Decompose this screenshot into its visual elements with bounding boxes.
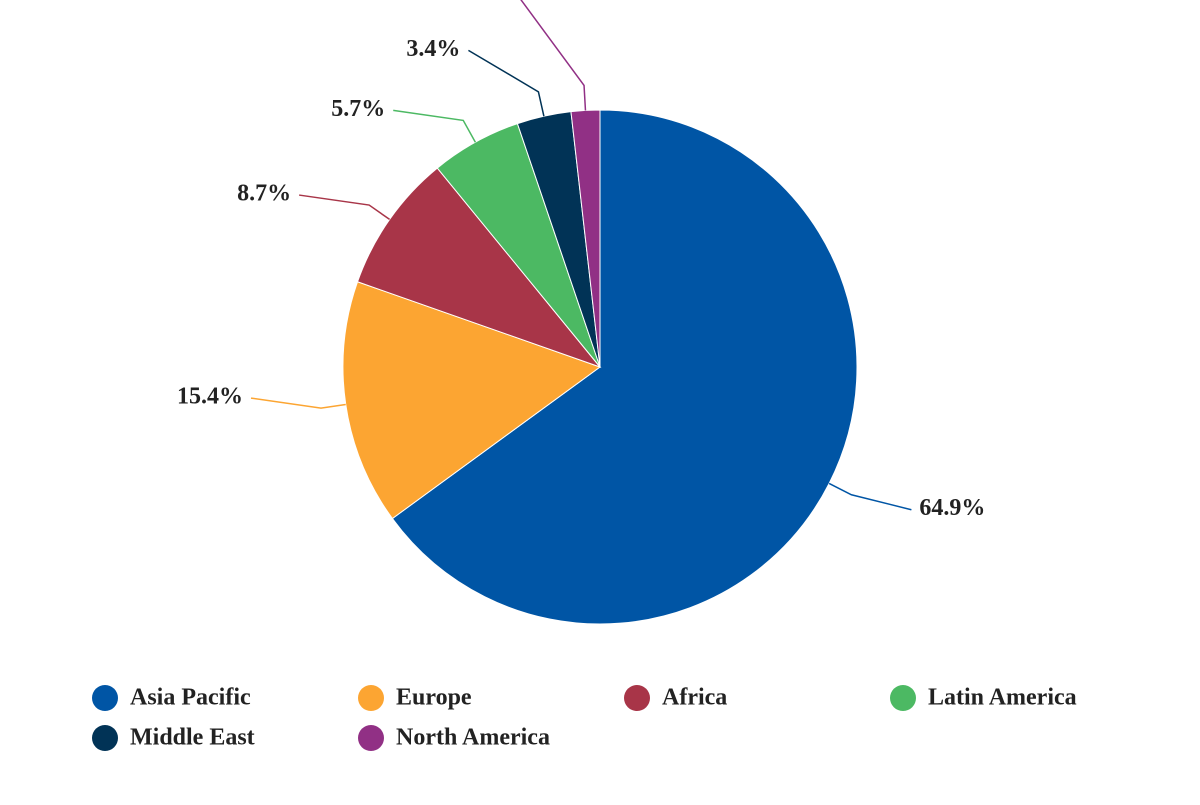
data-label: 8.7% xyxy=(237,181,291,207)
legend-marker xyxy=(358,685,384,711)
leader-line xyxy=(299,194,391,221)
data-label: 3.4% xyxy=(406,36,460,62)
legend-marker xyxy=(624,685,650,711)
data-label: 1.8% xyxy=(452,0,506,2)
legend-label: Asia Pacific xyxy=(130,685,251,711)
pie-slice xyxy=(342,281,602,520)
pie-slice xyxy=(356,167,602,369)
pie-slice xyxy=(391,109,858,625)
legend-marker xyxy=(92,725,118,751)
legend-marker xyxy=(890,685,916,711)
leader-line xyxy=(250,397,346,409)
legend-label: North America xyxy=(396,725,550,751)
legend-label: Middle East xyxy=(130,725,255,751)
leader-line xyxy=(468,49,545,117)
data-label: 15.4% xyxy=(177,384,243,410)
leader-line xyxy=(520,0,587,111)
legend-marker xyxy=(92,685,118,711)
legend-label: Europe xyxy=(396,685,472,711)
data-label: 64.9% xyxy=(919,495,985,521)
leader-line xyxy=(828,482,912,511)
leader-line xyxy=(393,109,477,143)
legend-marker xyxy=(358,725,384,751)
legend-label: Africa xyxy=(662,685,727,711)
data-label: 5.7% xyxy=(331,96,385,122)
legend-label: Latin America xyxy=(928,685,1077,711)
